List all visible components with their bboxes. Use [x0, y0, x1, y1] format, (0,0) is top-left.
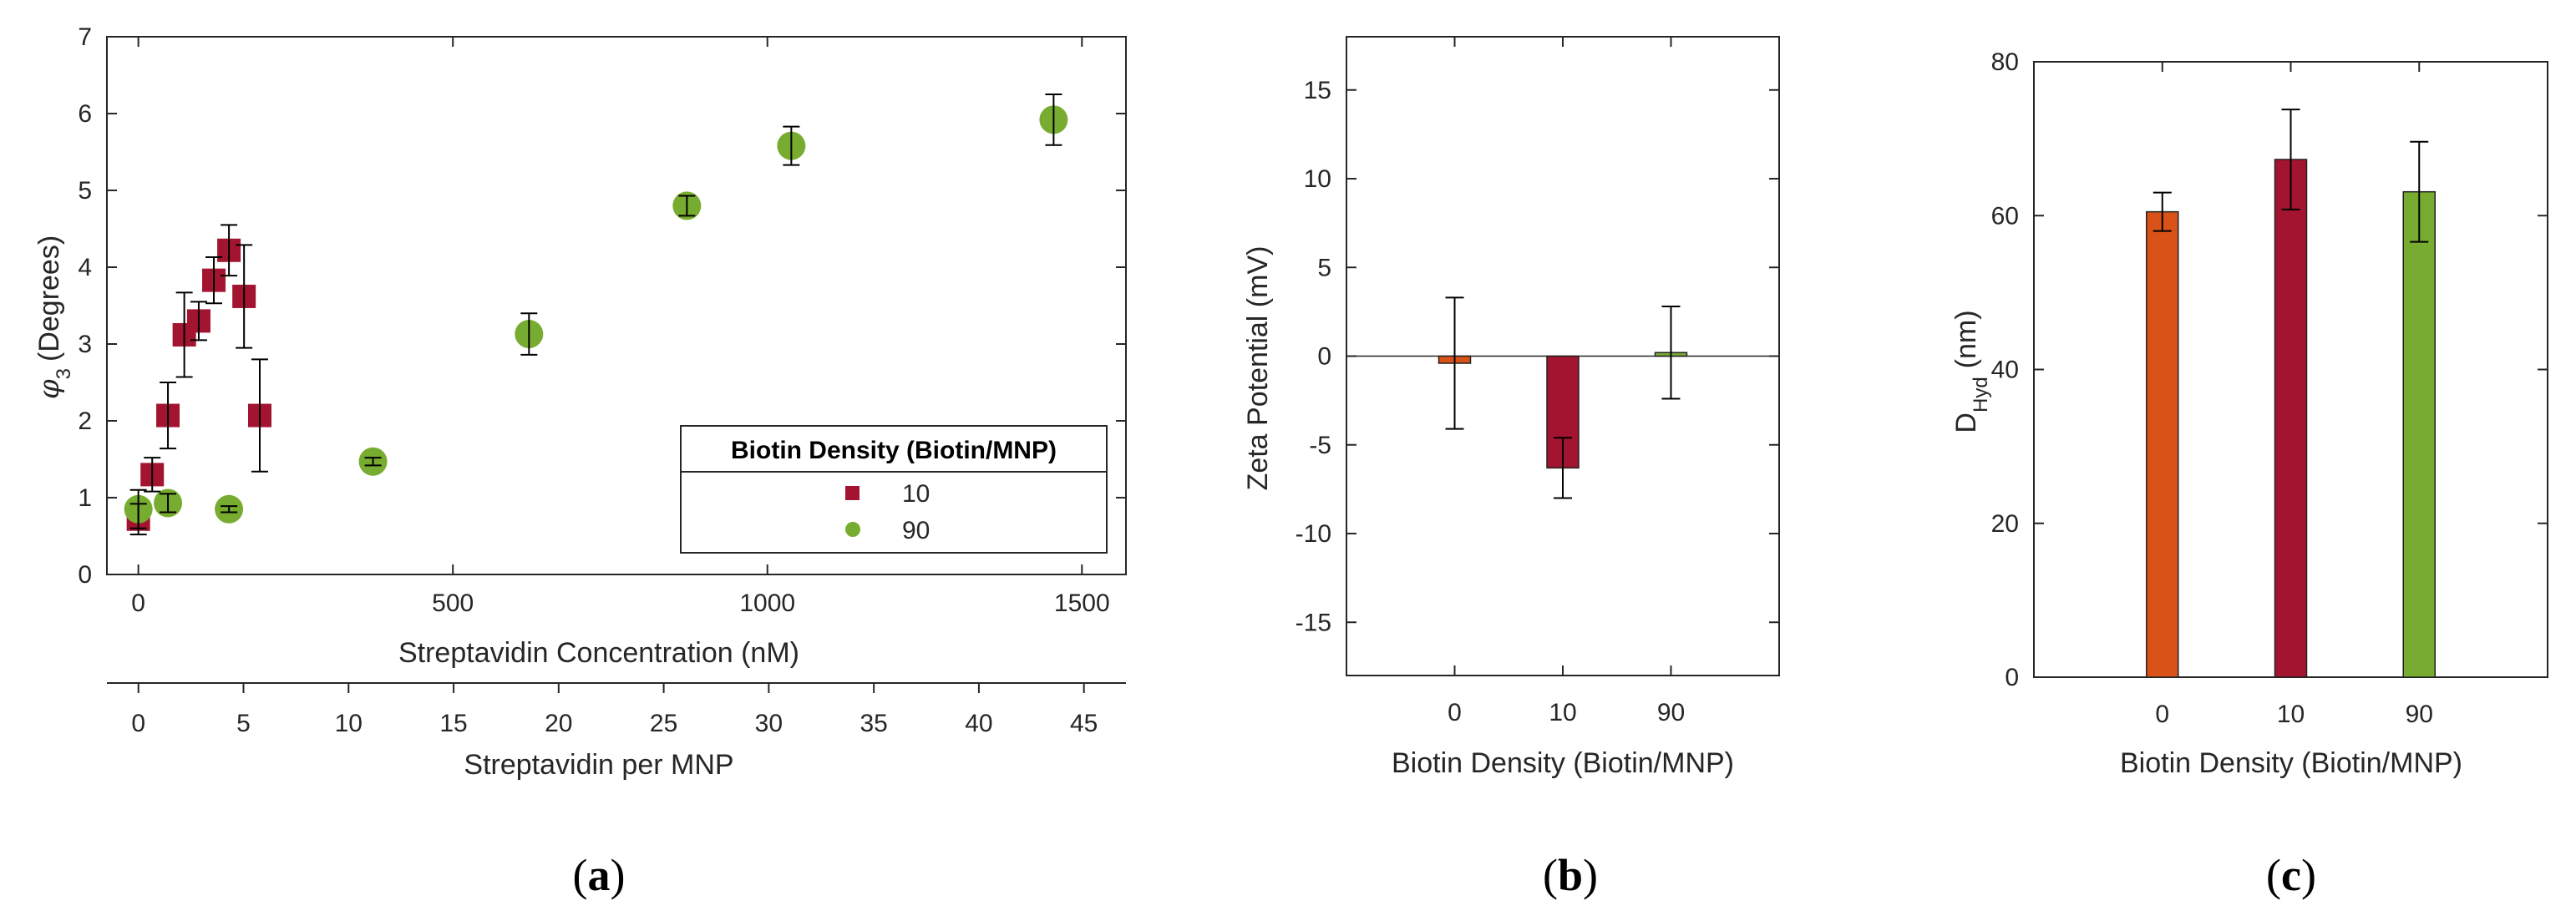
dhyd-subscript: Hyd [1970, 377, 1992, 412]
y-tick-label: 40 [1991, 357, 2019, 384]
y-tick-label: 3 [78, 331, 92, 358]
phi-subscript: 3 [53, 368, 75, 379]
y-tick-label: 6 [78, 100, 92, 128]
y-tick-label: 60 [1991, 202, 2019, 230]
x2-tick-label: 5 [236, 710, 251, 737]
legend-label-90: 90 [902, 517, 930, 544]
x2-tick-label: 25 [650, 710, 677, 737]
error-bar [205, 256, 223, 305]
error-bar [2281, 109, 2300, 210]
bar-10 [2274, 159, 2308, 678]
y-tick-label: 80 [1991, 48, 2019, 76]
error-bar [175, 291, 193, 378]
error-bar [236, 244, 253, 349]
x-tick-label: 0 [2155, 701, 2169, 728]
panel-c-ylabel: DHyd (nm) [1950, 310, 1992, 433]
legend-label-10: 10 [902, 480, 930, 508]
x2-tick-label: 45 [1070, 710, 1098, 737]
y-tick-label: 1 [78, 484, 92, 512]
legend: Biotin Density (Biotin/MNP) 10 90 [680, 425, 1108, 554]
y-tick-label: 5 [78, 177, 92, 205]
panel-a-xlabel: Streptavidin Concentration (nM) [398, 637, 799, 669]
panel-b-ylabel: Zeta Potential (mV) [1242, 246, 1274, 491]
panel-b-xlabel: Biotin Density (Biotin/MNP) [1392, 747, 1734, 779]
x-tick-label: 0 [1448, 699, 1462, 726]
y-tick-label: 2 [78, 407, 92, 435]
y-tick-label: 15 [1304, 77, 1331, 104]
error-bar [160, 382, 177, 450]
bar-0 [2146, 210, 2179, 678]
legend-marker-90 [845, 522, 860, 537]
legend-marker-10 [845, 486, 860, 500]
error-bar [1045, 94, 1062, 146]
error-bar [2410, 140, 2429, 243]
x2-tick-label: 40 [965, 710, 992, 737]
x-tick-label: 90 [1657, 699, 1685, 726]
x2-tick-label: 35 [860, 710, 887, 737]
x-tick-label: 1000 [739, 590, 795, 617]
y-tick-label: -5 [1309, 432, 1331, 459]
error-bar [1554, 437, 1572, 499]
error-bar [160, 493, 177, 514]
x-tick-label: 10 [1549, 699, 1576, 726]
legend-box [680, 425, 1108, 554]
y-tick-label: 4 [78, 254, 92, 281]
x2-tick-label: 30 [755, 710, 783, 737]
dhyd-unit: (nm) [1950, 310, 1982, 368]
bar-90 [2402, 190, 2436, 678]
error-bar [144, 457, 161, 493]
error-bar [129, 488, 147, 529]
panel-c-xlabel: Biotin Density (Biotin/MNP) [2120, 747, 2462, 779]
y-tick-label: 0 [1317, 343, 1331, 371]
panel-a-ylabel: φ3 (Degrees) [33, 235, 75, 399]
error-bar [364, 457, 382, 467]
error-bar [251, 358, 268, 473]
y-tick-label: 0 [78, 561, 92, 589]
error-bar [221, 505, 238, 514]
error-bar [520, 312, 538, 356]
panel-c-bar: 0 20 40 60 80 0 10 90 Biotin Density (Biotin/MN… [1950, 48, 2548, 900]
error-bar [1445, 296, 1464, 430]
panel-c-label: (c) [2266, 850, 2316, 900]
dhyd-main: D [1950, 412, 1982, 433]
error-bar [678, 195, 696, 217]
x2-tick-label: 15 [439, 710, 467, 737]
y-tick-label: -15 [1296, 609, 1331, 636]
phi-symbol: φ [33, 379, 66, 399]
x2-tick-label: 20 [545, 710, 572, 737]
y-tick-label: 7 [78, 23, 92, 51]
ylabel-main: (Degrees) [33, 235, 65, 362]
error-bar [2153, 191, 2172, 232]
x-tick-label: 90 [2406, 701, 2433, 728]
y-tick-label: 0 [2005, 664, 2019, 691]
panel-b-label: (b) [1543, 850, 1598, 900]
error-bar [221, 224, 238, 277]
legend-title: Biotin Density (Biotin/MNP) [731, 437, 1057, 464]
x-tick-label: 1500 [1054, 590, 1110, 617]
x-tick-label: 10 [2277, 701, 2305, 728]
x-tick-label: 0 [131, 590, 145, 617]
y-tick-label: 5 [1317, 254, 1331, 281]
panel-a-x2label: Streptavidin per MNP [464, 749, 733, 781]
error-bar [783, 125, 800, 166]
x2-tick-label: 10 [335, 710, 363, 737]
x2-tick-label: 0 [131, 710, 145, 737]
panel-b-bar: -15 -10 -5 0 5 10 15 0 10 90 Biotin Density (Biot… [1242, 36, 1780, 900]
y-tick-label: 20 [1991, 510, 2019, 538]
error-bar [1661, 306, 1681, 400]
y-tick-label: -10 [1296, 520, 1331, 548]
panel-a-label: (a) [573, 850, 626, 900]
error-bar [190, 301, 207, 342]
x-tick-label: 500 [432, 590, 474, 617]
y-tick-label: 10 [1304, 165, 1331, 193]
